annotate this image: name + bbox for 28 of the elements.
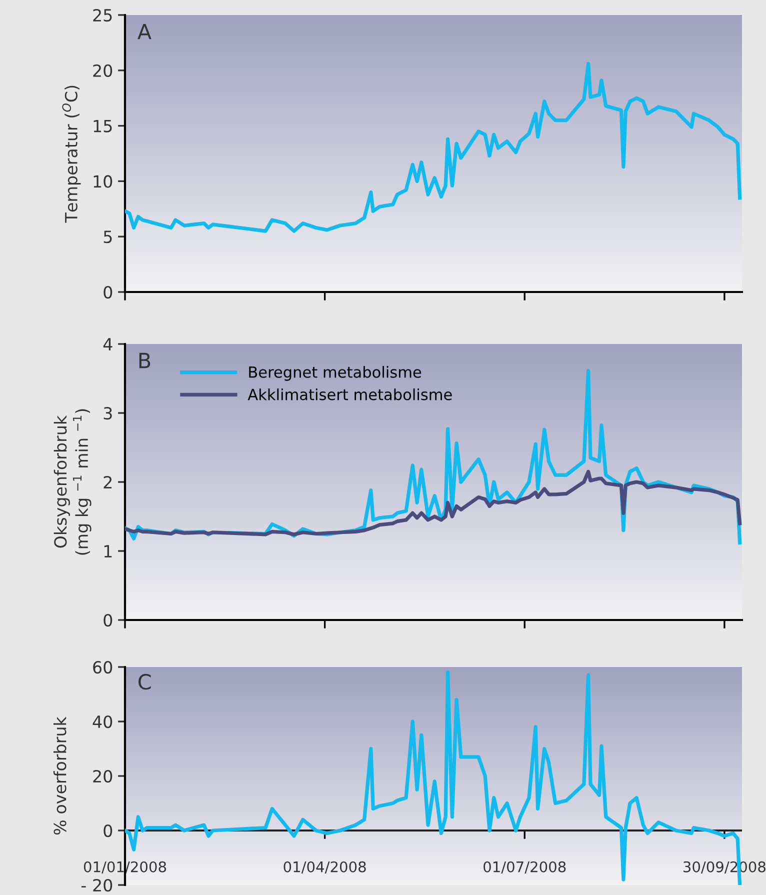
y-tick-label: 0 bbox=[104, 286, 112, 299]
y-tick-label: 25 bbox=[93, 8, 112, 22]
y-axis-title: % overforbruk bbox=[53, 716, 66, 835]
y-tick-label: 3 bbox=[104, 406, 112, 420]
y-axis-title: Oksygenforbruk (mg kg $^{−1}$ min $^{−1}$) bbox=[54, 409, 92, 555]
line-series bbox=[125, 62, 742, 233]
line-series bbox=[125, 470, 742, 536]
y-tick-label: 5 bbox=[104, 230, 112, 244]
y-tick-label: 10 bbox=[94, 175, 112, 188]
y-tick-label: 2 bbox=[104, 476, 112, 488]
legend-label: Beregnet metabolisme bbox=[249, 366, 422, 381]
y-axis-title: Temperatur ($^{O}$C) bbox=[62, 86, 81, 223]
y-tick-label: 20 bbox=[93, 64, 112, 77]
x-tick-label: 01/04/2008 bbox=[284, 861, 366, 874]
y-tick-label: 1 bbox=[104, 545, 112, 558]
y-tick-label: - 20 bbox=[81, 878, 112, 892]
annotation: A bbox=[138, 24, 152, 40]
annotation: C bbox=[138, 674, 151, 690]
x-tick-label: 01/07/2008 bbox=[484, 861, 566, 874]
legend-label: Akklimatisert metabolisme bbox=[248, 388, 452, 400]
y-tick-label: 15 bbox=[94, 120, 112, 132]
y-tick-label: 4 bbox=[103, 338, 112, 350]
y-tick-label: 0 bbox=[104, 614, 112, 627]
annotation: B bbox=[139, 352, 150, 368]
y-tick-label: 60 bbox=[93, 660, 112, 674]
y-tick-label: 40 bbox=[92, 715, 112, 728]
y-tick-label: 0 bbox=[104, 824, 112, 838]
y-tick-label: 20 bbox=[93, 770, 112, 783]
